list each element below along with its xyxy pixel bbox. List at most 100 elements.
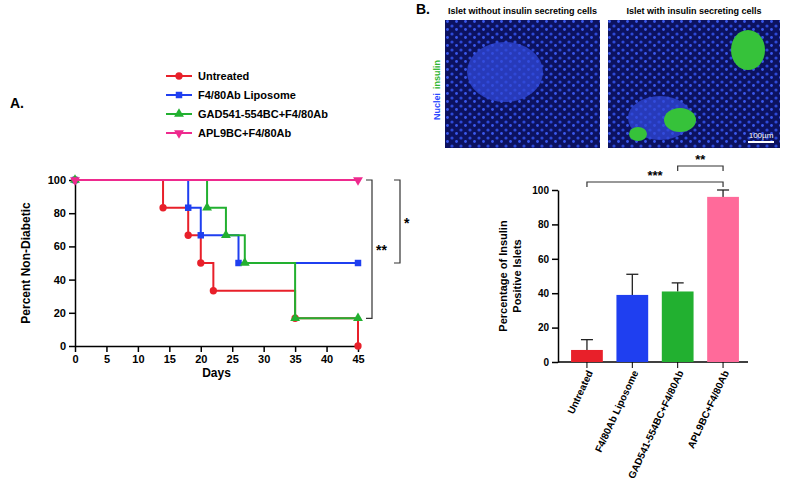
tick-label: 30	[258, 353, 270, 365]
tick-mark	[552, 259, 558, 261]
tick: 40	[321, 346, 333, 365]
stain-legend: Nucleiinsulin	[432, 60, 442, 120]
error-bar	[722, 190, 723, 197]
tick-label: 60	[538, 253, 550, 264]
x-axis-title: Days	[202, 366, 231, 380]
tick-mark	[69, 213, 75, 215]
tick: 35	[289, 346, 301, 365]
stain-label: insulin	[432, 60, 442, 89]
insulin-stain	[629, 127, 647, 141]
error-cap	[581, 339, 593, 340]
tick-label: F4/80Ab Liposome	[593, 368, 641, 454]
legend: Untreated F4/80Ab Liposome GAD541-554BC+F4…	[166, 70, 328, 139]
axis-line	[558, 191, 560, 363]
legend-label: GAD541-554BC+F4/80Ab	[198, 108, 328, 120]
scale-bar	[748, 141, 774, 143]
tick: 80	[538, 219, 558, 230]
tick-label: 80	[54, 207, 66, 219]
error-bar	[677, 283, 678, 292]
tick-label: 45	[352, 353, 364, 365]
tick: 40	[54, 274, 75, 286]
tick: 0	[543, 357, 558, 368]
image-caption: Islet with insulin secreting cells	[626, 6, 761, 16]
tick: 60	[54, 240, 75, 252]
legend-entry: Untreated	[166, 70, 249, 82]
tick-mark	[723, 362, 724, 368]
axis-line	[76, 346, 359, 348]
tick-mark	[138, 346, 140, 352]
significance-label: ***	[647, 168, 663, 183]
tick: 20	[54, 307, 75, 319]
error-cap	[717, 189, 729, 190]
tick-label: 40	[538, 288, 550, 299]
image-caption: Islet without insulin secreting cells	[448, 6, 597, 16]
tick-label: 80	[538, 219, 550, 230]
marker	[355, 260, 361, 266]
tick: GAD541-554BC+F4/80Ab	[626, 362, 686, 480]
legend-label: F4/80Ab Liposome	[198, 89, 296, 101]
axis-line	[75, 181, 77, 347]
tick-label: GAD541-554BC+F4/80Ab	[626, 369, 686, 481]
marker	[159, 204, 166, 211]
tick-mark	[263, 346, 265, 352]
tick: F4/80Ab Liposome	[593, 362, 641, 454]
x-axis: UntreatedF4/80Ab LiposomeGAD541-554BC+F4…	[558, 362, 748, 480]
x-axis: 0 5 10 15 20 25 30 35 40 45	[72, 346, 364, 365]
legend-entry: F4/80Ab Liposome	[166, 89, 296, 101]
y-axis-title: Positive Islets	[511, 239, 523, 312]
tick-label: 0	[60, 340, 66, 352]
tick-mark	[552, 362, 558, 364]
marker	[221, 230, 231, 239]
tick: 25	[227, 346, 239, 365]
insulin-stain	[731, 30, 765, 70]
bar	[571, 350, 603, 362]
legend-entry: APL9BC+F4/80Ab	[166, 127, 292, 139]
tick-mark	[677, 362, 678, 368]
series-line	[75, 180, 358, 346]
y-axis: 0 20 40 60 80 100	[48, 174, 76, 352]
marker	[70, 177, 80, 186]
legend-marker	[175, 72, 182, 79]
panel-title: A.	[10, 95, 24, 111]
marker	[185, 204, 191, 210]
y-axis-title: Percent Non-Diabetic	[19, 202, 33, 324]
tick: 5	[104, 346, 110, 365]
marker	[185, 232, 192, 239]
marker	[240, 257, 250, 266]
tick: 100	[48, 174, 75, 186]
tick: 15	[164, 346, 176, 365]
tick-label: 20	[195, 353, 207, 365]
significance-label: **	[695, 152, 706, 167]
series-line	[75, 180, 358, 318]
tick-mark	[169, 346, 171, 352]
tick-label: 100	[48, 174, 66, 186]
tick-mark	[232, 346, 234, 352]
tick: 20	[195, 346, 207, 365]
tick: 20	[538, 322, 558, 333]
tick-mark	[632, 362, 633, 368]
tick-label: 25	[227, 353, 239, 365]
tick-mark	[326, 346, 328, 352]
tick-label: 20	[538, 322, 550, 333]
tick: 60	[538, 253, 558, 264]
error-bar	[586, 340, 587, 350]
tick-label: 40	[321, 353, 333, 365]
significance-bracket	[394, 180, 400, 263]
tick-label: Untreated	[565, 369, 595, 416]
tick-label: 10	[132, 353, 144, 365]
tick-mark	[69, 279, 75, 281]
marker	[354, 342, 361, 349]
tick: 10	[132, 346, 144, 365]
tick-label: 40	[54, 274, 66, 286]
error-cap	[626, 274, 638, 275]
tick-label: 5	[104, 353, 110, 365]
tick-label: 0	[72, 353, 78, 365]
y-axis: 020406080100	[532, 185, 558, 368]
y-axis-title: Percentage of Insulin	[497, 220, 509, 332]
marker	[210, 287, 217, 294]
tick-mark	[552, 293, 558, 295]
tick-mark	[552, 327, 558, 329]
tick-label: 15	[164, 353, 176, 365]
tick-mark	[69, 313, 75, 315]
tick: 0	[60, 340, 75, 352]
